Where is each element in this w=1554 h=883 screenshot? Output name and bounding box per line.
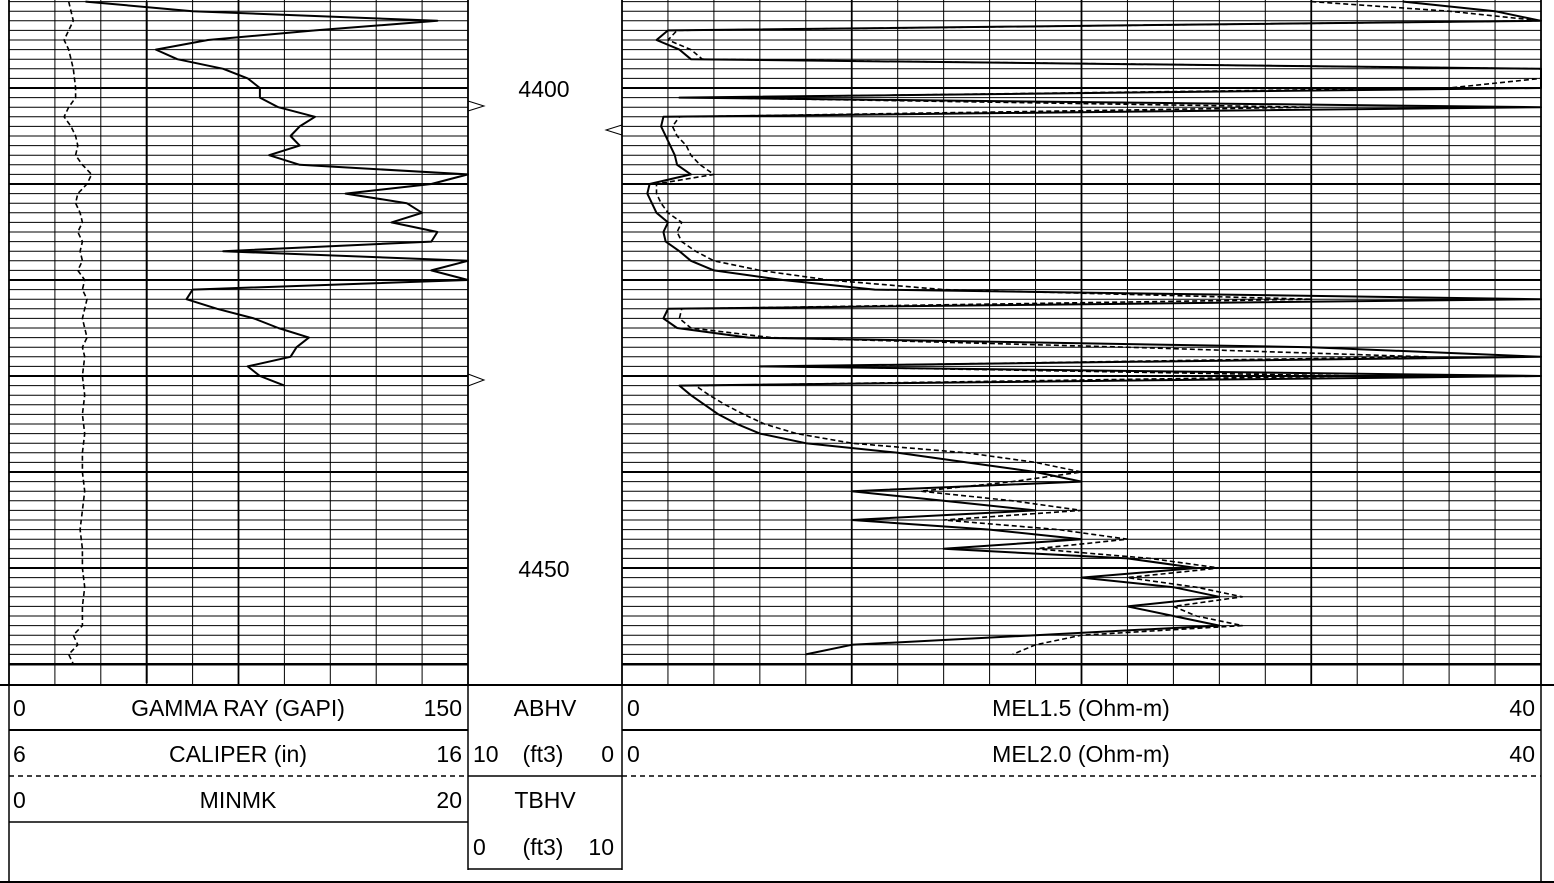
tbhv-name: TBHV (514, 787, 576, 813)
caliper-max: 16 (436, 741, 462, 767)
caliper-name: CALIPER (in) (169, 741, 307, 767)
mel15-min: 0 (627, 695, 640, 721)
minmk-min: 0 (13, 787, 26, 813)
depth-label-4400: 4400 (518, 76, 569, 102)
mel20-curve (655, 0, 1542, 656)
mel20-min: 0 (627, 741, 640, 767)
minmk-curve (63, 1, 93, 665)
caliper-min: 6 (13, 741, 26, 767)
abhv-min: 10 (473, 741, 499, 767)
minmk-max: 20 (436, 787, 462, 813)
mel20-max: 40 (1509, 741, 1535, 767)
abhv-max: 0 (601, 741, 614, 767)
gamma-ray-curve (85, 0, 469, 387)
minmk-name: MINMK (200, 787, 277, 813)
depth-tick-marker (604, 124, 623, 136)
abhv-unit: (ft3) (523, 741, 564, 767)
tbhv-max: 10 (588, 834, 614, 860)
mel15-name: MEL1.5 (Ohm-m) (992, 695, 1170, 721)
abhv-name: ABHV (514, 695, 577, 721)
mel15-max: 40 (1509, 695, 1535, 721)
tbhv-unit: (ft3) (523, 834, 564, 860)
header-frame (0, 684, 1554, 883)
depth-label-4450: 4450 (518, 556, 569, 582)
mel15-curve (646, 0, 1542, 656)
curves-layer (63, 0, 1542, 684)
gamma-ray-name: GAMMA RAY (GAPI) (131, 695, 345, 721)
gamma-ray-min: 0 (13, 695, 26, 721)
gamma-ray-max: 150 (424, 695, 462, 721)
mel20-name: MEL2.0 (Ohm-m) (992, 741, 1170, 767)
depth-tick-marker (467, 100, 486, 112)
depth-tick-marker (467, 373, 486, 387)
tbhv-min: 0 (473, 834, 486, 860)
track1-grid (8, 0, 469, 685)
